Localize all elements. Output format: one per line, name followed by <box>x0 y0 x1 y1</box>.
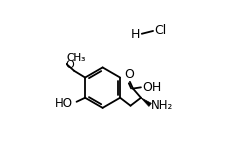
Text: Cl: Cl <box>155 24 167 37</box>
Text: CH₃: CH₃ <box>66 53 86 63</box>
Text: O: O <box>65 62 67 63</box>
Text: O: O <box>124 68 134 81</box>
Text: H: H <box>131 28 141 41</box>
Text: CH₃: CH₃ <box>67 53 86 63</box>
Text: O: O <box>57 53 65 63</box>
Text: HO: HO <box>55 97 73 110</box>
Text: CH₃: CH₃ <box>66 53 86 63</box>
Text: O: O <box>65 60 74 70</box>
Text: OH: OH <box>142 81 162 94</box>
Polygon shape <box>141 98 151 106</box>
Text: NH₂: NH₂ <box>151 99 173 112</box>
